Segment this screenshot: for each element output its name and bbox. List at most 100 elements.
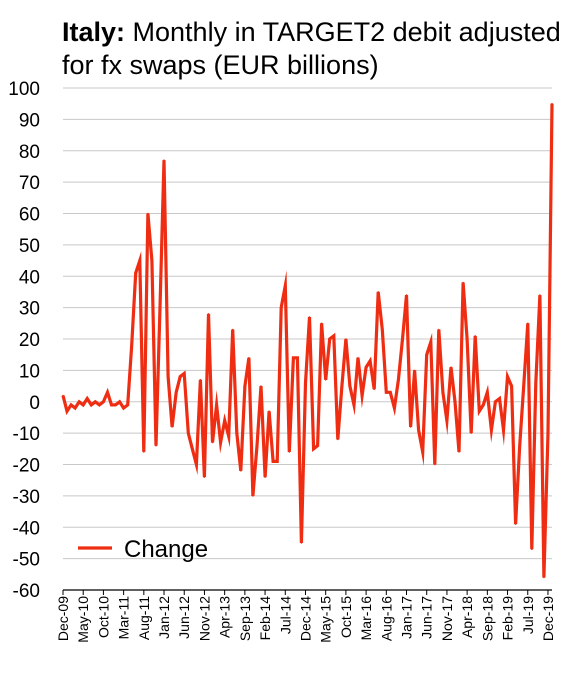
x-tick-label: Jan-12 (156, 596, 172, 639)
data-point (284, 284, 287, 287)
y-tick-label: 50 (19, 236, 40, 257)
data-point (333, 335, 335, 337)
data-point (446, 419, 448, 422)
data-point (462, 281, 464, 284)
data-point (425, 353, 428, 356)
data-point (231, 328, 234, 331)
data-point (486, 391, 489, 394)
title-country: Italy (62, 17, 117, 47)
x-tick-label: Nov-17 (439, 596, 455, 641)
data-point (430, 341, 432, 343)
data-point (82, 404, 84, 406)
data-point (494, 401, 497, 403)
data-point (316, 444, 319, 447)
title-separator: : (116, 17, 126, 47)
data-point (466, 338, 468, 340)
data-point (219, 441, 222, 444)
data-point (110, 404, 113, 406)
x-tick-label: May-15 (318, 596, 334, 643)
data-point (381, 328, 384, 331)
x-tick-label: Sep-13 (237, 596, 253, 641)
data-point (118, 401, 121, 403)
data-point (276, 460, 279, 463)
data-point (353, 404, 355, 406)
y-tick-label: -50 (13, 550, 40, 571)
data-point (551, 102, 553, 105)
data-point (248, 357, 250, 359)
data-point (365, 366, 367, 369)
data-point (195, 463, 198, 466)
data-point (139, 259, 141, 262)
data-point (510, 385, 513, 387)
x-tick-label: Apr-13 (217, 596, 233, 638)
x-tick-label: Nov-12 (196, 596, 212, 641)
y-tick-label: -20 (13, 456, 40, 477)
x-tick-label: Jun-17 (419, 596, 435, 639)
x-tick-label: Apr-18 (459, 596, 475, 638)
data-point (272, 460, 274, 463)
y-tick-label: -30 (13, 487, 40, 508)
data-point (522, 385, 525, 387)
data-point (498, 397, 501, 400)
data-point (94, 401, 97, 403)
data-point (183, 372, 185, 375)
data-point (369, 360, 371, 362)
data-point (134, 272, 137, 274)
data-point (405, 294, 408, 296)
y-tick-label: -60 (13, 581, 40, 602)
data-point (151, 259, 153, 262)
data-point (171, 426, 173, 428)
data-point (514, 523, 517, 525)
data-point (518, 444, 521, 447)
data-point (361, 394, 363, 397)
x-tick-label: Jul-19 (520, 596, 536, 634)
data-point (470, 432, 473, 434)
data-point (86, 397, 88, 400)
data-point (66, 410, 68, 413)
data-point (106, 391, 109, 394)
data-point (535, 382, 537, 384)
data-point (531, 548, 533, 550)
data-point (474, 335, 477, 337)
x-tick-label: Aug-11 (136, 596, 152, 640)
data-point (547, 432, 549, 434)
data-point (324, 379, 327, 381)
data-point (308, 316, 311, 318)
data-point (256, 444, 258, 447)
data-point (264, 476, 266, 478)
y-tick-label: 20 (19, 330, 40, 351)
data-point (126, 404, 129, 406)
data-point (442, 391, 444, 394)
data-point (187, 432, 190, 434)
data-point (450, 366, 452, 369)
data-point (147, 212, 149, 215)
y-tick-label: 70 (19, 173, 40, 194)
data-point (458, 451, 460, 453)
data-point (143, 451, 145, 453)
y-tick-label: 90 (19, 110, 40, 131)
data-point (90, 404, 93, 406)
data-point (260, 385, 262, 387)
data-point (357, 357, 359, 359)
data-point (159, 306, 161, 309)
data-point (288, 451, 291, 453)
data-point (62, 394, 64, 397)
data-point (543, 576, 545, 579)
data-point (409, 426, 412, 428)
data-point (70, 404, 72, 406)
data-point (454, 401, 456, 403)
data-point (502, 429, 505, 431)
data-point (320, 322, 323, 325)
x-tick-label: Feb-14 (257, 596, 273, 641)
data-point (304, 382, 307, 384)
data-point (203, 476, 206, 478)
data-point (349, 385, 351, 387)
data-point (337, 438, 339, 441)
data-point (328, 338, 331, 340)
data-point (345, 338, 347, 340)
y-tick-label: -40 (13, 518, 40, 539)
data-point (223, 419, 226, 422)
x-tick-label: Jan-17 (399, 596, 415, 639)
